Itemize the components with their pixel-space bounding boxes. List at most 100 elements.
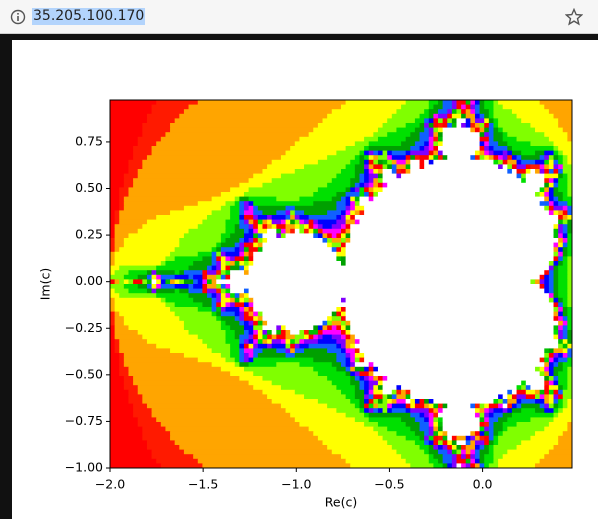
fractal-cell: [410, 150, 430, 156]
fractal-cell: [354, 155, 360, 161]
fractal-cell: [544, 380, 550, 386]
fractal-cell: [253, 348, 263, 354]
fractal-cell: [211, 297, 217, 303]
fractal-cell: [248, 187, 319, 193]
fractal-cell: [142, 399, 273, 404]
fractal-cell: [488, 417, 499, 423]
bookmark-star[interactable]: [565, 8, 583, 26]
fractal-cell: [442, 445, 448, 450]
fractal-cell: [137, 330, 189, 335]
fractal-cell: [341, 233, 347, 239]
fractal-cell: [253, 205, 259, 211]
fractal-cell: [558, 334, 564, 340]
fractal-cell: [548, 362, 554, 368]
fractal-cell: [438, 155, 444, 161]
fractal-cell: [359, 192, 365, 197]
fractal-cell: [428, 412, 434, 418]
fractal-cell: [567, 215, 573, 220]
fractal-cell: [239, 376, 263, 381]
info-icon[interactable]: [10, 9, 26, 25]
fractal-cell: [110, 159, 129, 165]
fractal-cell: [553, 182, 559, 188]
fractal-cell: [322, 334, 333, 340]
fractal-cell: [558, 196, 564, 202]
fractal-cell: [567, 265, 573, 271]
fractal-cell: [202, 270, 208, 276]
fractal-cell: [548, 178, 554, 184]
fractal-cell: [396, 127, 416, 133]
fractal-cell: [110, 146, 134, 151]
fractal-cell: [507, 408, 513, 414]
fractal-cell: [188, 274, 194, 280]
fractal-cell: [146, 155, 282, 161]
fractal-cell: [327, 113, 393, 119]
fractal-cell: [498, 141, 508, 147]
fractal-cell: [567, 334, 573, 340]
fractal-cell: [548, 201, 554, 207]
fractal-cell: [553, 155, 559, 161]
fractal-cell: [548, 279, 554, 285]
fractal-cell: [401, 104, 430, 110]
fractal-cell: [548, 353, 554, 358]
fractal-cell: [183, 109, 333, 115]
fractal-cell: [202, 256, 213, 262]
fractal-cell: [156, 293, 189, 299]
fractal-cell: [243, 366, 314, 372]
fractal-cell: [474, 403, 480, 409]
fractal-cell: [230, 297, 236, 303]
fractal-cell: [438, 440, 444, 446]
fractal-cell: [548, 380, 554, 386]
fractal-cell: [239, 242, 245, 248]
fractal-cell: [391, 403, 407, 409]
fractal-cell: [183, 353, 222, 358]
fractal-cell: [539, 284, 545, 289]
fractal-cell: [401, 385, 517, 391]
fractal-cell: [248, 224, 254, 230]
fractal-cell: [110, 458, 157, 464]
fractal-cell: [553, 228, 559, 234]
fractal-cell: [354, 169, 365, 174]
fractal-cell: [225, 334, 236, 340]
fractal-cell: [535, 127, 564, 133]
fractal-cell: [558, 440, 573, 446]
fractal-cell: [396, 389, 402, 395]
address-bar[interactable]: 35.205.100.170: [32, 8, 146, 25]
fractal-cell: [562, 219, 568, 225]
fractal-cell: [262, 389, 296, 395]
fractal-cell: [562, 228, 568, 234]
fractal-cell: [405, 150, 411, 156]
fractal-cell: [553, 150, 559, 156]
fractal-cell: [377, 380, 383, 386]
fractal-cell: [535, 366, 541, 372]
fractal-cell: [285, 150, 337, 156]
fractal-cell: [341, 228, 347, 234]
fractal-cell: [387, 440, 416, 446]
fractal-cell: [442, 408, 476, 414]
fractal-cell: [234, 302, 245, 308]
fractal-cell: [377, 178, 383, 184]
fractal-cell: [110, 169, 129, 174]
fractal-cell: [248, 357, 254, 363]
fractal-cell: [396, 169, 402, 174]
fractal-cell: [377, 408, 383, 414]
fractal-cell: [280, 325, 286, 331]
fractal-cell: [253, 316, 259, 322]
fractal-cell: [345, 343, 351, 349]
fractal-cell: [359, 201, 541, 207]
fractal-cell: [558, 219, 564, 225]
fractal-cell: [377, 366, 536, 372]
fractal-cell: [350, 238, 559, 243]
fractal-cell: [544, 366, 550, 372]
fractal-cell: [484, 454, 494, 460]
fractal-cell: [438, 127, 444, 133]
fractal-cell: [114, 238, 125, 243]
fractal-cell: [493, 146, 508, 151]
fractal-cell: [544, 150, 554, 156]
fractal-cell: [387, 155, 393, 161]
fractal-cell: [498, 399, 504, 404]
fractal-cell: [114, 325, 129, 331]
fractal-cell: [110, 196, 120, 202]
fractal-cell: [142, 426, 166, 432]
fractal-cell: [451, 104, 457, 110]
fractal-cell: [493, 422, 504, 427]
